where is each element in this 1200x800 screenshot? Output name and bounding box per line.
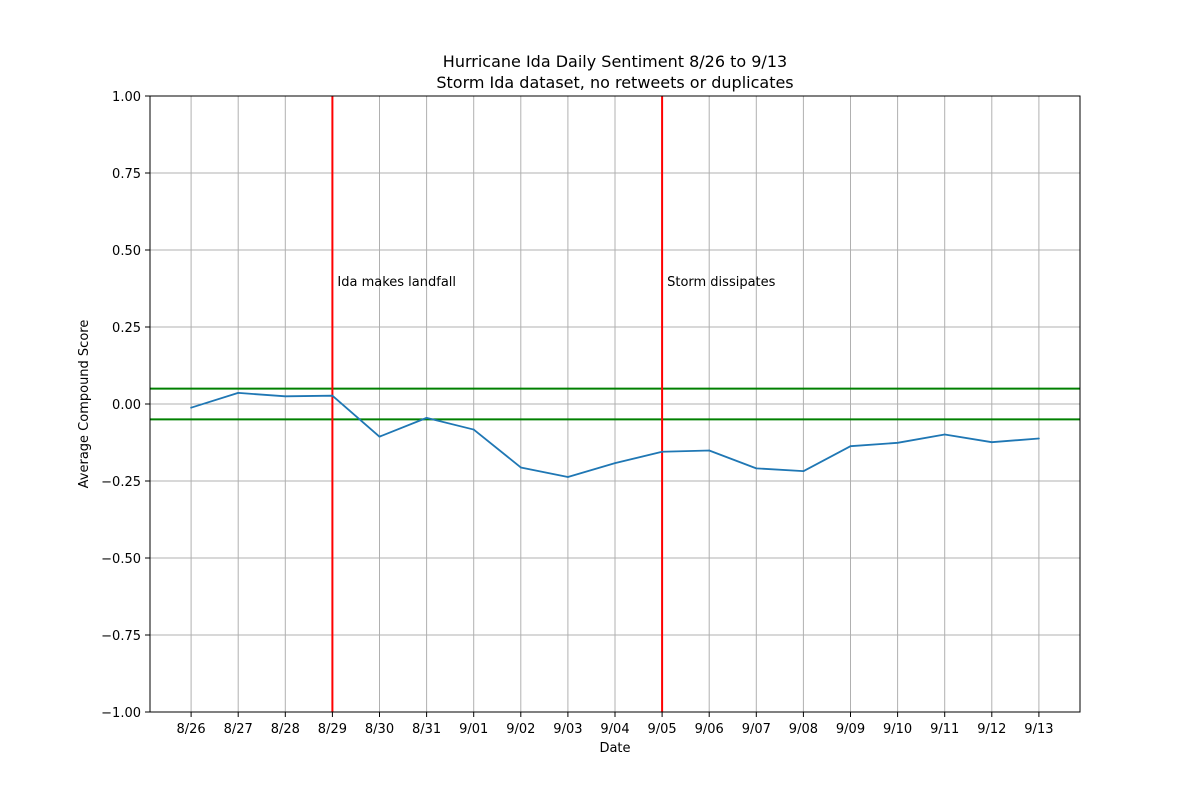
data-point — [519, 466, 522, 469]
x-tick-label: 9/03 — [553, 722, 582, 737]
x-tick-label: 9/07 — [742, 722, 771, 737]
x-tick-label: 9/09 — [836, 722, 865, 737]
y-tick-label: 0.50 — [112, 244, 141, 259]
data-point — [331, 394, 334, 397]
series — [190, 392, 1040, 478]
y-tick-label: −1.00 — [101, 706, 141, 721]
x-tick-label: 8/26 — [176, 722, 205, 737]
grid — [150, 95, 1080, 713]
x-tick-label: 8/27 — [224, 722, 253, 737]
x-tick-label: 9/02 — [506, 722, 535, 737]
x-tick-label: 9/01 — [459, 722, 488, 737]
x-tick-label: 9/12 — [977, 722, 1006, 737]
event-annotation: Storm dissipates — [667, 275, 776, 290]
y-ticks: 1.00 0.75 0.50 0.25 0.00 −0.25 −0.50 −0.75 −1.00 — [101, 90, 150, 721]
x-ticks: 8/26 8/27 8/28 8/29 8/30 8/31 9/01 9/02 9/03 9/04… — [176, 712, 1054, 737]
y-tick-label: −0.25 — [101, 475, 141, 490]
data-point — [990, 441, 993, 444]
chart-subtitle: Storm Ida dataset, no retweets or duplic… — [436, 73, 793, 92]
x-tick-label: 9/06 — [695, 722, 724, 737]
data-point — [943, 433, 946, 436]
data-point — [284, 395, 287, 398]
data-point — [378, 435, 381, 438]
x-tick-label: 9/08 — [789, 722, 818, 737]
y-tick-label: 0.00 — [112, 398, 141, 413]
x-tick-label: 9/10 — [883, 722, 912, 737]
data-point — [567, 476, 569, 478]
x-tick-label: 9/05 — [647, 722, 676, 737]
data-point — [661, 450, 663, 453]
data-point — [1038, 437, 1040, 440]
x-tick-label: 9/11 — [930, 722, 959, 737]
data-point — [896, 441, 899, 444]
chart-title: Hurricane Ida Daily Sentiment 8/26 to 9/… — [443, 52, 787, 71]
x-tick-label: 8/28 — [271, 722, 300, 737]
x-axis-label: Date — [599, 741, 630, 756]
x-tick-label: 9/13 — [1024, 722, 1053, 737]
event-annotation: Ida makes landfall — [337, 275, 456, 290]
x-tick-label: 8/30 — [365, 722, 394, 737]
y-tick-label: 0.25 — [112, 321, 141, 336]
data-point — [708, 449, 711, 452]
data-point — [237, 392, 240, 394]
data-point — [755, 467, 758, 470]
y-tick-label: 1.00 — [112, 90, 141, 105]
data-point — [472, 428, 475, 431]
data-point — [849, 445, 852, 448]
x-tick-label: 9/04 — [600, 722, 629, 737]
x-tick-label: 8/29 — [318, 722, 347, 737]
x-tick-label: 8/31 — [412, 722, 441, 737]
data-point — [614, 462, 616, 465]
y-tick-label: −0.75 — [101, 629, 141, 644]
y-tick-label: 0.75 — [112, 167, 141, 182]
data-point — [425, 416, 428, 419]
data-point — [802, 470, 805, 473]
y-axis-label: Average Compound Score — [77, 320, 92, 489]
y-tick-label: −0.50 — [101, 552, 141, 567]
reference-lines — [150, 96, 1080, 712]
data-point — [190, 406, 193, 409]
annotations: Ida makes landfall Storm dissipates — [337, 275, 775, 290]
